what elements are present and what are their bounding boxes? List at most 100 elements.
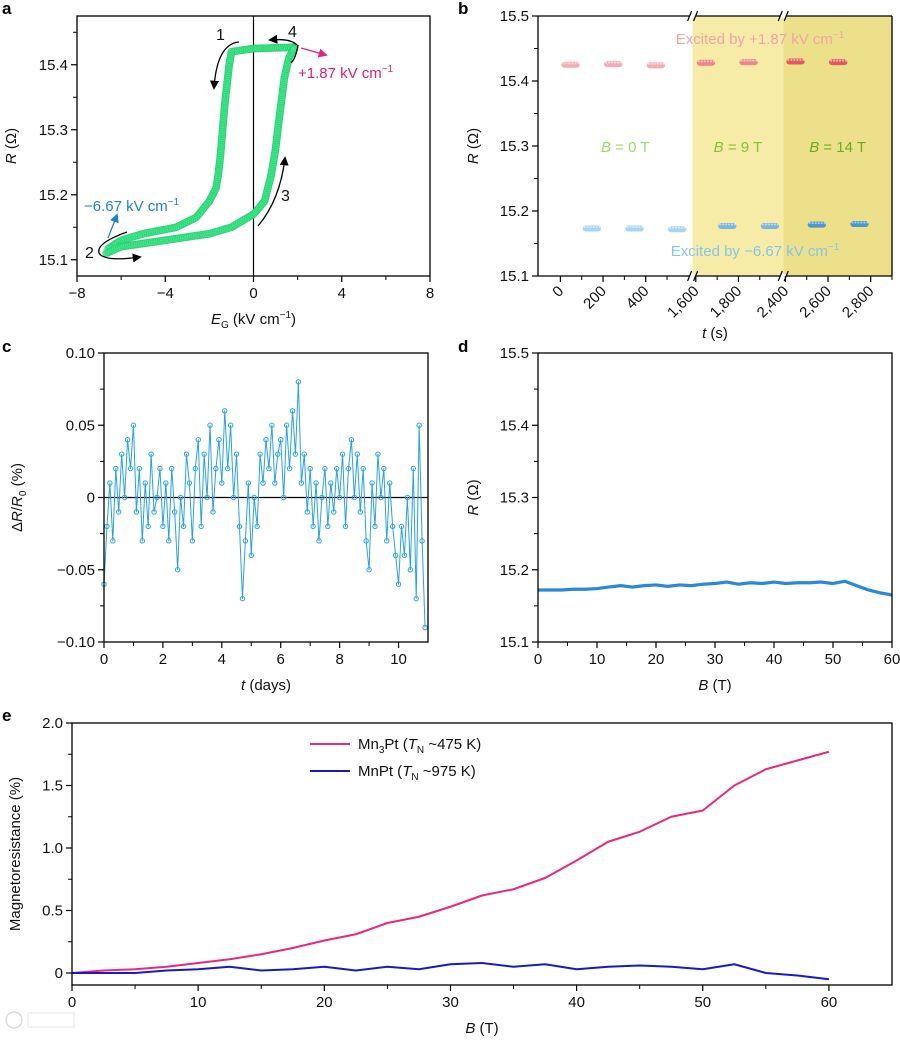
data-point — [319, 494, 325, 501]
data-point — [583, 225, 586, 229]
series-line — [105, 46, 295, 251]
data-point — [571, 62, 574, 65]
panel-e-magnetoresistance: Mn3Pt (TN ~475 K)MnPt (TN ~975 K)0 10 20 30… — [7, 715, 893, 1037]
axis-break-mark — [687, 270, 693, 282]
x-tick-label: 2,800 — [839, 283, 878, 322]
neg-field-label-part: −1 — [168, 197, 180, 208]
field-region-label-part: = 0 T — [611, 139, 650, 156]
sweep-arrow-4 — [268, 34, 298, 46]
data-point — [148, 451, 154, 457]
series-sweep-down — [104, 43, 299, 253]
data-point — [866, 221, 869, 224]
data-point — [592, 225, 595, 229]
data-point — [325, 523, 331, 530]
data-point — [151, 509, 157, 515]
data-point — [829, 59, 833, 62]
legend-label-part: MnPt ( — [358, 763, 402, 780]
plot-frame — [71, 722, 893, 986]
x-axis-title-part: G — [221, 320, 229, 331]
data-point — [121, 494, 128, 501]
y-axis-title-part: (Ω) — [3, 128, 20, 153]
legend-label-part: ~475 K) — [424, 736, 481, 753]
data-line — [538, 579, 893, 597]
data-point — [746, 59, 749, 62]
data-point — [728, 223, 731, 226]
data-point — [671, 226, 675, 229]
data-point — [835, 59, 839, 62]
y-axis-title-part: R — [465, 153, 482, 164]
data-point — [577, 62, 580, 65]
y-axis-title-part: Δ — [9, 522, 26, 532]
data-point — [127, 465, 134, 472]
data-point — [823, 222, 826, 225]
data-point — [387, 480, 393, 486]
y-tick-label: 15.4 — [500, 73, 529, 90]
plot-frame — [537, 352, 893, 643]
data-point — [574, 62, 577, 65]
x-tick-label: 0 — [534, 651, 542, 668]
data-point — [832, 59, 836, 62]
data-point — [595, 225, 598, 229]
data-point — [210, 509, 216, 515]
y-tick-label: 15.4 — [500, 417, 529, 434]
y-axis-title: R (Ω) — [465, 128, 482, 164]
data-point — [248, 552, 254, 558]
pos-field-label: +1.87 kV cm−1 — [298, 64, 394, 82]
y-tick-label: 15.2 — [500, 562, 529, 579]
legend-label-part: 3 — [379, 745, 385, 756]
x-tick-label: 10 — [190, 994, 207, 1011]
y-tick-label: 15.4 — [39, 57, 68, 74]
axis-break-gap — [689, 14, 696, 18]
data-point — [796, 58, 799, 62]
panel-label-c: c — [2, 337, 11, 356]
axis-break-gap — [689, 274, 696, 278]
data-point — [419, 538, 425, 544]
x-axis-title-part: E — [211, 311, 222, 328]
annotation-step3: 3 — [281, 188, 290, 205]
sweep-arrow-2 — [98, 231, 142, 263]
data-point — [130, 422, 137, 428]
data-point — [725, 223, 728, 226]
data-point — [201, 451, 207, 457]
data-point — [133, 509, 140, 515]
data-point — [242, 538, 249, 544]
field-region-label-part: = 9 T — [724, 139, 763, 156]
x-axis-title-part: (T) — [475, 1020, 498, 1037]
data-point — [568, 62, 571, 65]
data-point — [278, 437, 284, 443]
data-point — [719, 223, 722, 226]
x-axis-title: B (T) — [698, 677, 731, 694]
series-label-low: Excited by −6.67 kV cm−1 — [671, 242, 840, 260]
series-low — [582, 221, 869, 233]
data-point — [857, 221, 860, 224]
data-point — [384, 538, 390, 544]
data-point — [817, 222, 820, 225]
data-point — [304, 509, 310, 515]
series-label-low-part: Excited by −6.67 kV cm — [671, 243, 828, 260]
data-point — [838, 59, 842, 62]
legend-label-part: N — [417, 745, 424, 756]
data-point — [257, 451, 263, 457]
series-line-mn3pt — [71, 750, 830, 974]
data-point — [157, 465, 163, 472]
x-tick-label: 2,600 — [796, 283, 835, 322]
data-point — [610, 61, 614, 64]
y-tick-label: 0 — [55, 965, 63, 982]
data-point — [110, 538, 116, 544]
data-point — [565, 62, 568, 65]
x-axis-title-part: B — [698, 677, 708, 694]
data-point — [616, 61, 620, 64]
x-tick-label: 0 — [549, 283, 567, 301]
x-axis-title-part: t — [702, 325, 707, 342]
data-point — [124, 437, 131, 443]
data-point — [586, 225, 589, 229]
data-line — [103, 381, 426, 628]
data-point — [113, 465, 119, 472]
data-point — [607, 61, 611, 64]
x-tick-label: 60 — [821, 994, 838, 1011]
data-point — [787, 58, 790, 62]
data-point — [160, 523, 166, 530]
data-point — [363, 538, 369, 544]
y-axis-title-part: R — [465, 505, 482, 516]
